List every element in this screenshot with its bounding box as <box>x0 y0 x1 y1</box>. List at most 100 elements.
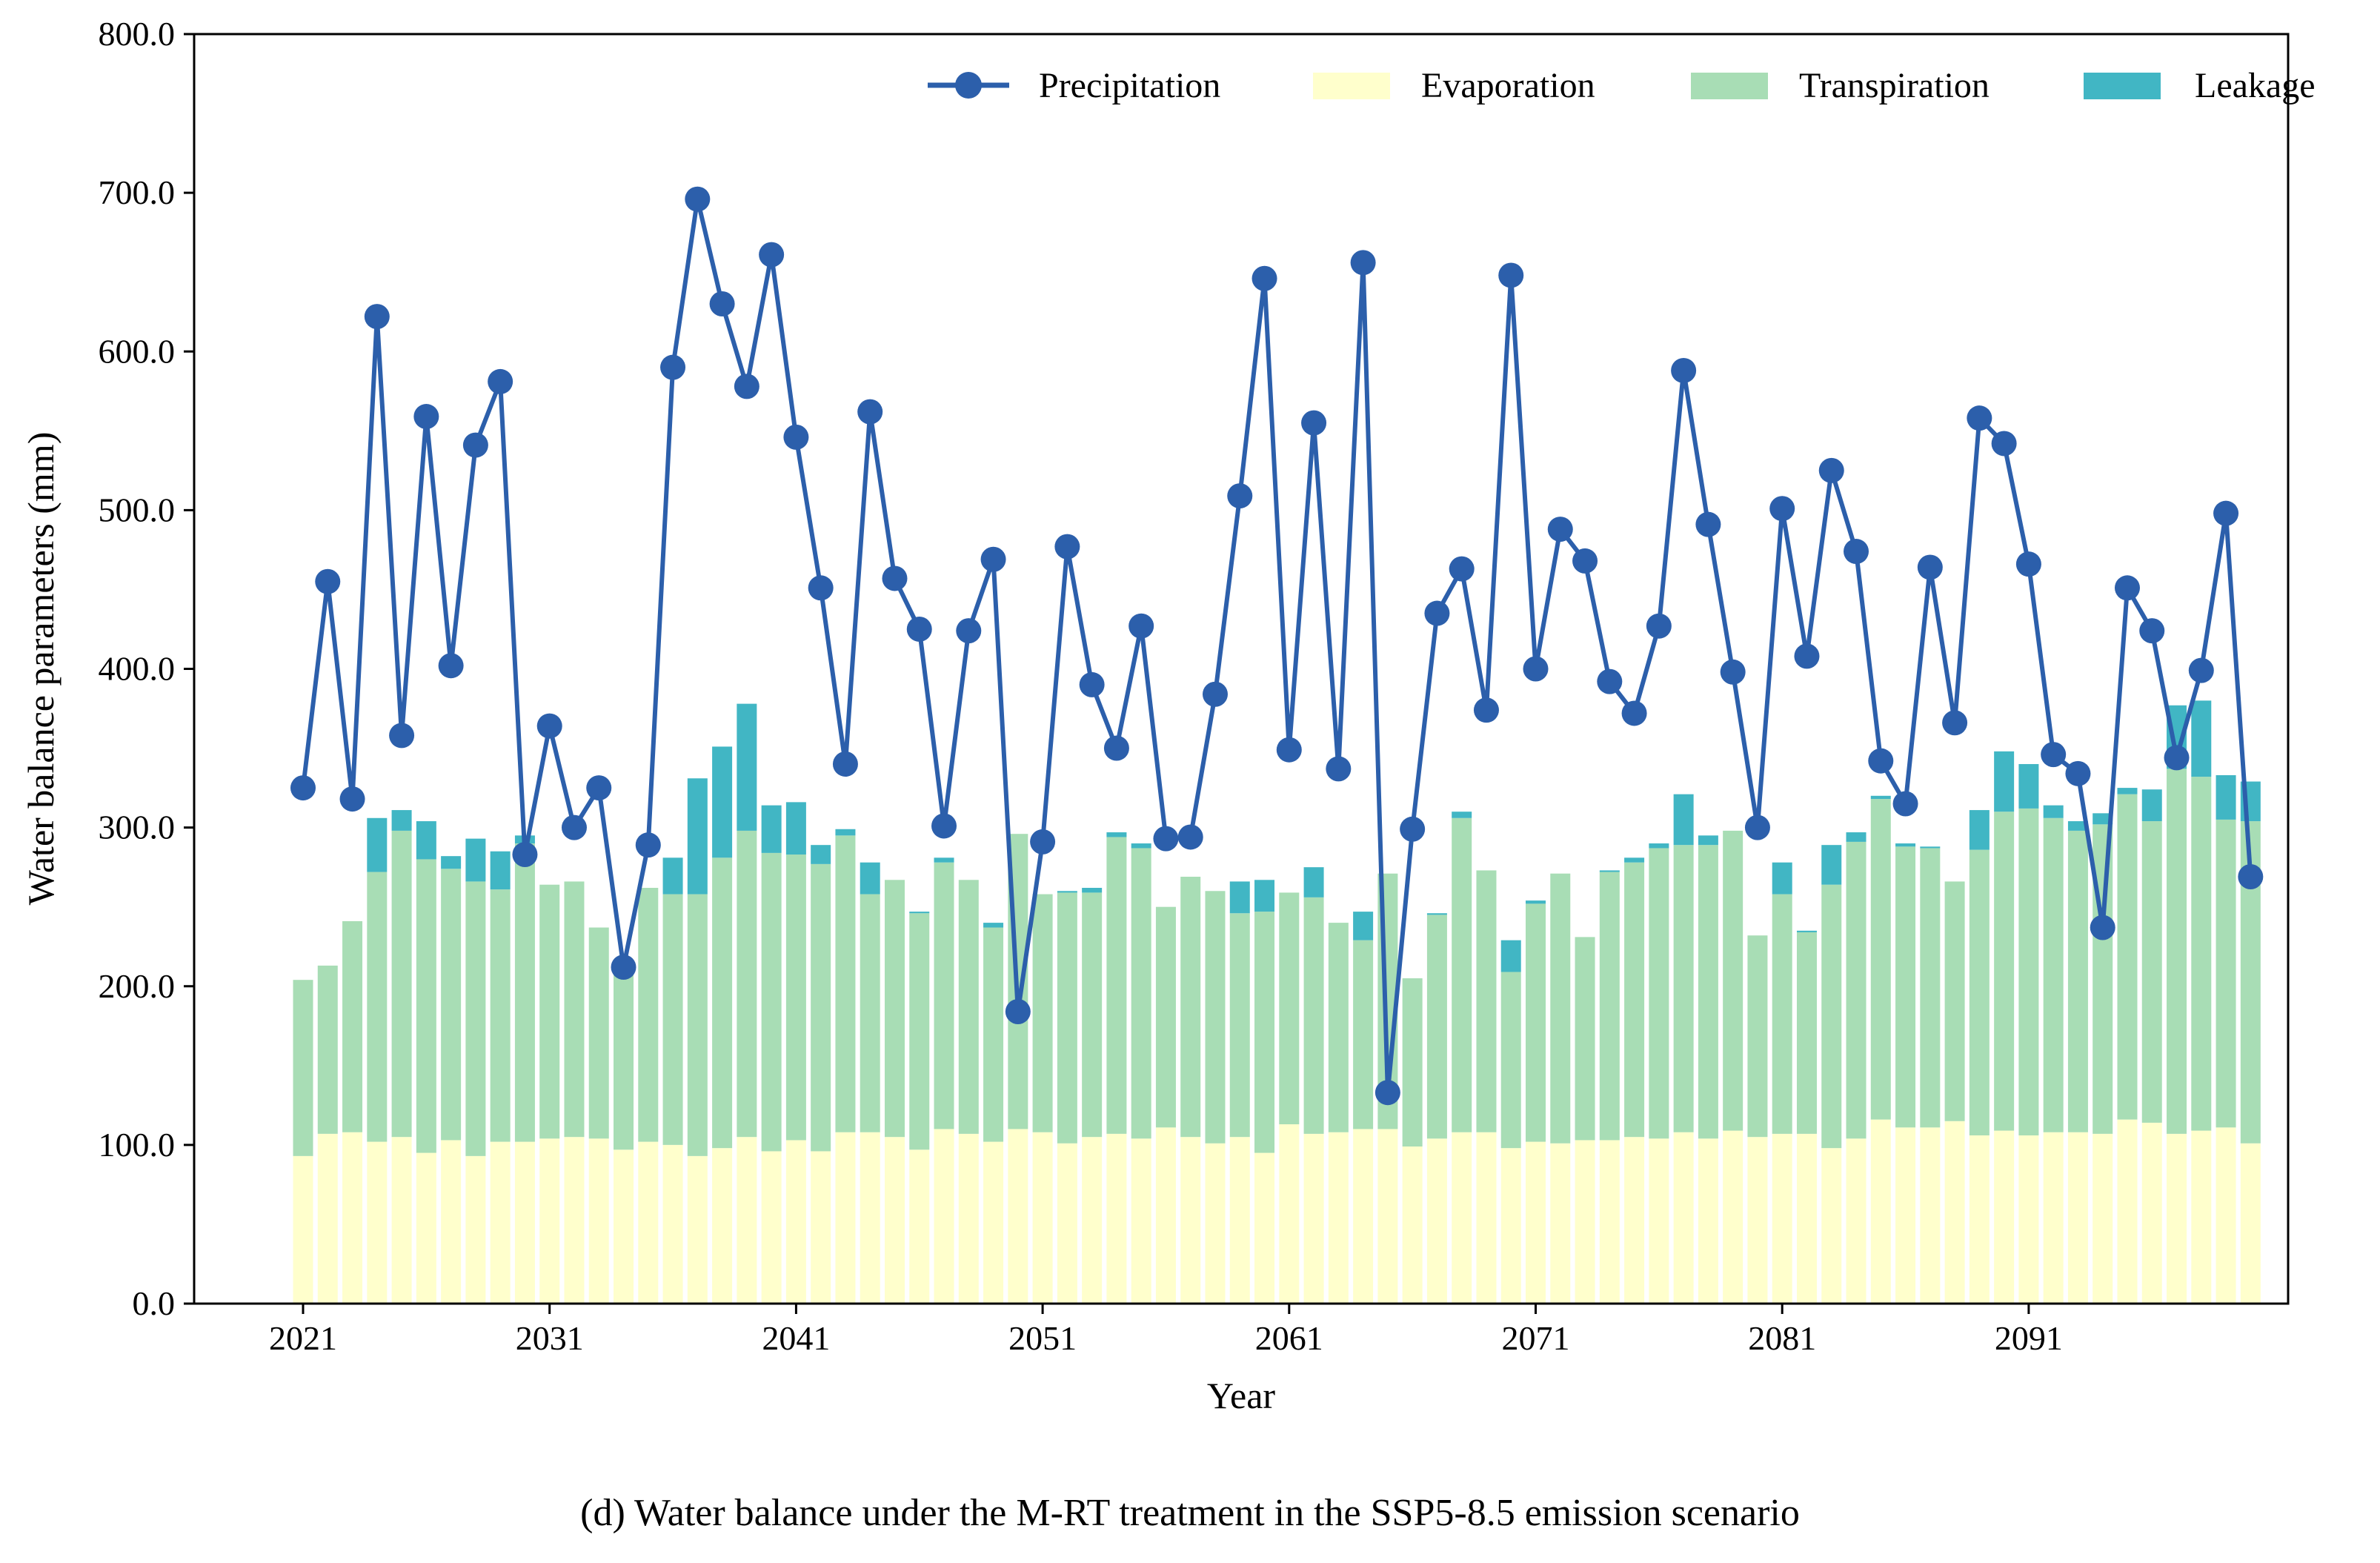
bar-leakage-2093 <box>2067 821 2088 831</box>
bar-leakage-2044 <box>860 862 880 895</box>
precipitation-point-2072 <box>1547 517 1573 542</box>
bar-transpiration-2086 <box>1895 846 1916 1128</box>
bar-leakage-2038 <box>712 746 733 858</box>
bar-evaporation-2030 <box>514 1141 535 1304</box>
bar-transpiration-2035 <box>638 887 659 1142</box>
bar-evaporation-2092 <box>2043 1132 2064 1304</box>
bar-evaporation-2093 <box>2067 1132 2088 1304</box>
bar-leakage-2091 <box>2018 763 2039 809</box>
bar-transpiration-2071 <box>1526 903 1546 1142</box>
bar-transpiration-2082 <box>1796 932 1817 1134</box>
precipitation-point-2036 <box>660 354 686 380</box>
bar-evaporation-2027 <box>441 1140 462 1304</box>
bar-leakage-2083 <box>1821 845 1842 885</box>
bar-leakage-2047 <box>934 857 954 863</box>
bar-evaporation-2080 <box>1747 1137 1768 1304</box>
bar-transpiration-2064 <box>1353 940 1374 1129</box>
precipitation-point-2095 <box>2114 575 2140 601</box>
bar-transpiration-2085 <box>1870 799 1891 1120</box>
precipitation-point-2098 <box>2188 657 2214 683</box>
precipitation-point-2048 <box>956 618 982 644</box>
precipitation-point-2042 <box>808 575 834 601</box>
bar-leakage-2042 <box>811 845 831 864</box>
bar-evaporation-2065 <box>1377 1129 1398 1304</box>
precipitation-point-2081 <box>1769 496 1795 522</box>
bar-evaporation-2062 <box>1303 1133 1324 1304</box>
bar-transpiration-2078 <box>1698 845 1718 1139</box>
bar-evaporation-2042 <box>811 1151 831 1304</box>
bar-evaporation-2079 <box>1723 1130 1744 1304</box>
precipitation-point-2050 <box>1005 999 1031 1025</box>
x-axis: 2021 2031 2041 2051 2061 2071 2081 2091 <box>269 1304 2063 1357</box>
legend-leakage-label: Leakage <box>2195 66 2316 105</box>
bar-transpiration-2090 <box>1994 812 2015 1131</box>
bar-evaporation-2038 <box>712 1148 733 1304</box>
precipitation-point-2056 <box>1153 826 1179 852</box>
bar-evaporation-2044 <box>860 1132 880 1304</box>
bar-leakage-2064 <box>1353 912 1374 940</box>
x-tick-label-2041: 2041 <box>762 1319 830 1357</box>
bar-transpiration-2038 <box>712 857 733 1149</box>
bar-evaporation-2057 <box>1180 1137 1201 1304</box>
precipitation-point-2084 <box>1844 539 1869 565</box>
precipitation-point-2079 <box>1720 659 1746 685</box>
bar-transpiration-2052 <box>1057 892 1077 1144</box>
bar-evaporation-2090 <box>1994 1130 2015 1304</box>
bar-evaporation-2032 <box>564 1137 585 1304</box>
bar-evaporation-2047 <box>934 1129 954 1304</box>
precipitation-point-2067 <box>1424 600 1450 626</box>
precipitation-point-2061 <box>1276 737 1302 763</box>
legend-precipitation-marker <box>955 72 982 99</box>
bar-transpiration-2091 <box>2018 808 2039 1136</box>
bar-transpiration-2045 <box>884 880 905 1138</box>
legend-precipitation-label: Precipitation <box>1039 66 1220 105</box>
precipitation-point-2087 <box>1917 554 1943 580</box>
bar-evaporation-2058 <box>1205 1143 1226 1304</box>
bar-evaporation-2037 <box>687 1155 708 1304</box>
bar-transpiration-2070 <box>1500 972 1521 1149</box>
bar-evaporation-2100 <box>2240 1143 2261 1304</box>
bar-transpiration-2040 <box>761 852 782 1152</box>
bar-evaporation-2083 <box>1821 1148 1842 1304</box>
bar-transpiration-2057 <box>1180 877 1201 1138</box>
bar-leakage-2053 <box>1082 887 1103 893</box>
bar-leakage-2089 <box>1969 810 1990 850</box>
bar-leakage-2096 <box>2141 789 2162 822</box>
precipitation-point-2093 <box>2065 760 2091 786</box>
precipitation-point-2068 <box>1449 556 1475 582</box>
bar-transpiration-2098 <box>2191 777 2212 1131</box>
bar-transpiration-2047 <box>934 862 954 1129</box>
bar-transpiration-2023 <box>342 920 363 1132</box>
bar-transpiration-2069 <box>1476 870 1497 1132</box>
bar-transpiration-2054 <box>1106 837 1127 1134</box>
bar-evaporation-2028 <box>465 1155 486 1304</box>
bar-evaporation-2077 <box>1673 1132 1694 1304</box>
bar-transpiration-2030 <box>514 843 535 1142</box>
bar-leakage-2092 <box>2043 805 2064 818</box>
bar-evaporation-2089 <box>1969 1135 1990 1304</box>
bar-evaporation-2026 <box>416 1152 436 1304</box>
y-axis-label: Water balance parameters (mm) <box>20 432 62 906</box>
legend-evaporation-swatch <box>1313 73 1390 99</box>
bar-transpiration-2024 <box>367 872 388 1142</box>
bar-leakage-2039 <box>737 703 757 831</box>
precipitation-point-2037 <box>685 186 711 212</box>
bar-evaporation-2070 <box>1500 1148 1521 1304</box>
bar-leakage-2095 <box>2117 788 2138 794</box>
precipitation-point-2089 <box>1967 405 1992 431</box>
bar-transpiration-2026 <box>416 859 436 1153</box>
bar-evaporation-2096 <box>2141 1122 2162 1304</box>
bar-evaporation-2036 <box>662 1144 683 1304</box>
y-tick-label-600.0: 600.0 <box>99 332 176 370</box>
precipitation-point-2063 <box>1326 756 1352 782</box>
bar-transpiration-2046 <box>909 913 930 1150</box>
bar-leakage-2087 <box>1920 846 1941 849</box>
bar-evaporation-2046 <box>909 1149 930 1304</box>
bar-evaporation-2076 <box>1649 1138 1669 1304</box>
bar-evaporation-2059 <box>1229 1137 1250 1304</box>
bar-transpiration-2062 <box>1303 897 1324 1134</box>
bar-transpiration-2029 <box>490 889 511 1142</box>
bar-evaporation-2069 <box>1476 1132 1497 1304</box>
bar-transpiration-2061 <box>1279 892 1300 1125</box>
